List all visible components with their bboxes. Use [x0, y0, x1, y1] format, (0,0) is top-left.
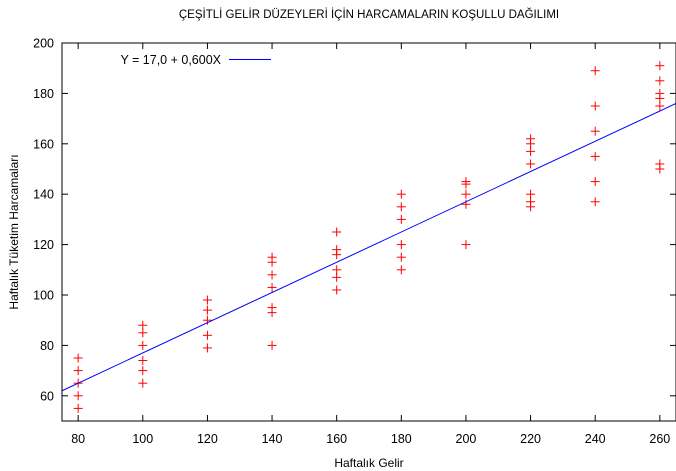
data-point — [138, 378, 148, 388]
data-point — [267, 303, 277, 313]
y-tick-label: 180 — [33, 87, 54, 101]
data-point — [138, 328, 148, 338]
data-point — [590, 126, 600, 136]
axes: 80 100 120 140 160 180 200 220 240 260 60 80 100 120 1… — [33, 37, 676, 446]
data-point — [267, 252, 277, 262]
data-point — [73, 403, 83, 413]
data-point — [202, 330, 212, 340]
data-point — [655, 61, 665, 71]
y-axis-label: Haftalık Tüketim Harcamaları — [7, 154, 21, 309]
data-point — [590, 197, 600, 207]
x-tick-label: 260 — [649, 432, 670, 446]
data-point — [655, 88, 665, 98]
data-point — [396, 252, 406, 262]
data-point — [267, 340, 277, 350]
data-point — [73, 391, 83, 401]
data-point — [590, 66, 600, 76]
y-tick-label: 80 — [40, 339, 54, 353]
y-tick-label: 60 — [40, 389, 54, 403]
data-point — [202, 343, 212, 353]
x-tick-label: 100 — [132, 432, 153, 446]
legend-label: Y = 17,0 + 0,600X — [120, 53, 221, 67]
data-point — [526, 197, 536, 207]
data-point — [202, 295, 212, 305]
data-point — [461, 189, 471, 199]
data-point — [526, 189, 536, 199]
data-point — [138, 340, 148, 350]
data-point — [590, 177, 600, 187]
data-point — [396, 189, 406, 199]
x-tick-label: 140 — [262, 432, 283, 446]
data-point — [202, 315, 212, 325]
data-point — [396, 214, 406, 224]
data-point — [332, 265, 342, 275]
x-tick-label: 120 — [197, 432, 218, 446]
data-point — [73, 366, 83, 376]
data-point — [73, 353, 83, 363]
legend: Y = 17,0 + 0,600X — [98, 50, 276, 68]
data-point — [138, 366, 148, 376]
legend-background — [98, 50, 276, 68]
data-point — [396, 240, 406, 250]
y-tick-label: 120 — [33, 238, 54, 252]
chart-title: ÇEŞİTLİ GELİR DÜZEYLERİ İÇİN HARCAMALARI… — [179, 8, 559, 21]
data-point — [332, 227, 342, 237]
y-tick-label: 160 — [33, 137, 54, 151]
y-tick-label: 200 — [33, 37, 54, 51]
x-tick-label: 180 — [391, 432, 412, 446]
x-tick-label: 200 — [456, 432, 477, 446]
data-point — [267, 282, 277, 292]
data-point — [332, 272, 342, 282]
y-tick-label: 140 — [33, 188, 54, 202]
data-point — [655, 101, 665, 111]
plot-frame — [61, 42, 676, 422]
data-point — [332, 245, 342, 255]
data-point — [526, 146, 536, 156]
plot-area — [61, 61, 676, 413]
data-point — [590, 151, 600, 161]
data-point — [267, 270, 277, 280]
data-point — [202, 305, 212, 315]
x-tick-label: 240 — [585, 432, 606, 446]
x-tick-label: 160 — [326, 432, 347, 446]
data-point — [396, 265, 406, 275]
x-tick-label: 80 — [71, 432, 85, 446]
data-point — [332, 285, 342, 295]
data-point — [655, 159, 665, 169]
data-point — [138, 320, 148, 330]
data-point — [461, 177, 471, 187]
data-point — [590, 101, 600, 111]
regression-line — [61, 103, 676, 392]
data-point — [396, 202, 406, 212]
y-tick-label: 100 — [33, 289, 54, 303]
data-point — [526, 159, 536, 169]
data-point — [655, 76, 665, 86]
x-axis-label: Haftalık Gelir — [334, 456, 403, 470]
data-point — [461, 199, 471, 209]
data-point — [526, 134, 536, 144]
x-tick-label: 220 — [520, 432, 541, 446]
data-point — [461, 240, 471, 250]
data-point — [138, 356, 148, 366]
